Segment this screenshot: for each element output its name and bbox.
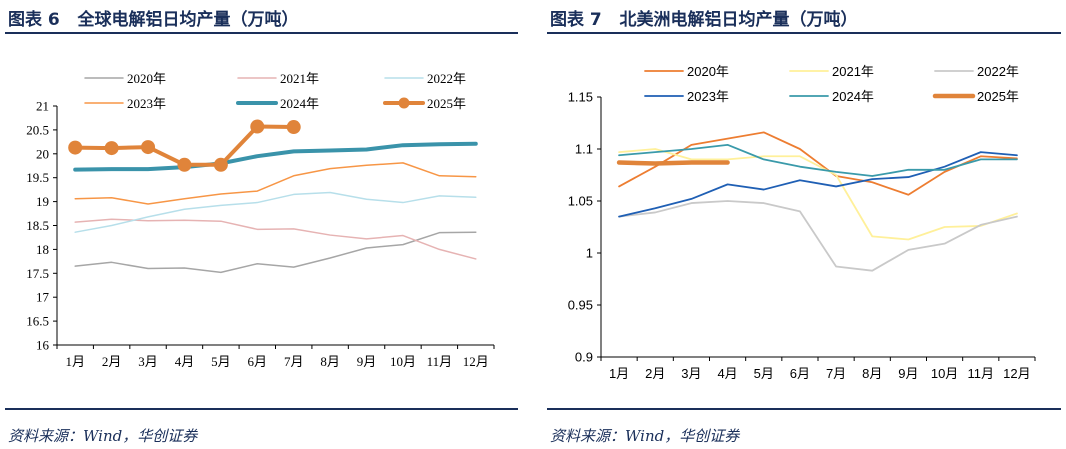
y-tick-label: 18.5: [26, 218, 49, 233]
series-line-2020: [618, 131, 1018, 196]
legend-label: 2024年: [280, 96, 319, 111]
y-tick-label: 17: [36, 290, 50, 305]
source-rule-left: [5, 408, 518, 410]
x-tick-label: 12月: [1003, 366, 1030, 381]
x-tick-label: 9月: [898, 366, 918, 381]
series-line-2021: [74, 218, 477, 260]
legend-label: 2023年: [127, 96, 166, 111]
figure-7-title: 图表 7 北美洲电解铝日均产量（万吨）: [550, 10, 858, 30]
y-tick-label: 20.5: [26, 122, 49, 137]
x-tick-label: 6月: [790, 366, 810, 381]
series-line-2022: [74, 191, 477, 233]
series-line-2023: [618, 151, 1018, 218]
series-line-2025: [616, 160, 730, 166]
legend-label: 2021年: [832, 64, 874, 79]
x-tick-label: 1月: [609, 366, 629, 381]
source-rule-right: [547, 408, 1061, 410]
legend-label: 2025年: [977, 89, 1019, 104]
series-line-2024: [618, 143, 1018, 177]
y-tick-label: 17.5: [26, 266, 49, 281]
figure-6-title: 图表 6 全球电解铝日均产量（万吨）: [8, 10, 299, 30]
data-point: [68, 140, 83, 155]
x-tick-label: 8月: [320, 354, 340, 369]
legend-label: 2025年: [427, 96, 466, 111]
legend-label: 2022年: [977, 64, 1019, 79]
x-tick-label: 8月: [862, 366, 882, 381]
x-tick-label: 5月: [211, 354, 231, 369]
source-left: 资料来源：Wind，华创证券: [8, 427, 198, 445]
y-tick-label: 19.5: [26, 170, 49, 185]
legend-marker: [398, 97, 410, 109]
data-point: [250, 119, 265, 134]
legend-label: 2023年: [687, 89, 729, 104]
x-tick-label: 2月: [645, 366, 665, 381]
data-point: [177, 157, 192, 172]
legend-label: 2024年: [832, 89, 874, 104]
y-tick-label: 21: [36, 99, 49, 114]
chart-2: 0.9 0.95 1 1.05 1.1 1.15 1月 2月 3月 4月 5月 6月 7月 8月 9月 10月…: [568, 64, 1036, 381]
y-tick-label: 16: [36, 338, 50, 353]
x-tick-label: 11月: [968, 366, 995, 381]
x-tick-label: 3月: [681, 366, 701, 381]
y-tick-label: 1.05: [568, 194, 593, 209]
legend-label: 2022年: [427, 71, 466, 86]
x-tick-label: 11月: [427, 354, 453, 369]
y-tick-label: 20: [36, 146, 49, 161]
title-rule-right: [547, 32, 1061, 34]
legend-label: 2021年: [280, 71, 319, 86]
y-tick-label: 19: [36, 194, 49, 209]
x-tick-label: 6月: [248, 354, 268, 369]
y-tick-label: 1.15: [568, 90, 593, 105]
title-rule-left: [5, 32, 518, 34]
x-tick-label: 10月: [931, 366, 958, 381]
y-tick-label: 0.95: [568, 298, 593, 313]
y-tick-label: 1.1: [575, 142, 593, 157]
series-line-2023: [74, 162, 477, 205]
data-point: [213, 157, 228, 172]
x-tick-label: 9月: [357, 354, 377, 369]
data-point: [286, 120, 301, 135]
x-tick-label: 7月: [284, 354, 304, 369]
x-tick-label: 4月: [717, 366, 737, 381]
y-tick-label: 1: [586, 246, 593, 261]
data-point: [141, 140, 156, 155]
x-tick-label: 5月: [754, 366, 774, 381]
x-tick-label: 7月: [826, 366, 846, 381]
x-tick-label: 4月: [175, 354, 195, 369]
data-point: [104, 141, 119, 156]
x-tick-label: 3月: [138, 354, 158, 369]
series-line-2024: [73, 141, 478, 172]
series-line-2020: [74, 231, 477, 274]
x-tick-label: 12月: [463, 354, 489, 369]
y-tick-label: 18: [36, 242, 49, 257]
source-right: 资料来源：Wind，华创证券: [550, 427, 740, 445]
y-tick-label: 0.9: [575, 350, 593, 365]
x-tick-label: 10月: [390, 354, 416, 369]
x-tick-label: 2月: [102, 354, 122, 369]
legend-label: 2020年: [127, 71, 166, 86]
series-line-2022: [618, 200, 1018, 272]
chart-1: 16 16.5 17 17.5 18 18.5 19 19.5 20 20.5 21 1月 2月 3月 4月…: [26, 71, 495, 369]
legend-label: 2020年: [687, 64, 729, 79]
x-tick-label: 1月: [65, 354, 85, 369]
y-tick-label: 16.5: [26, 314, 49, 329]
series-line-2021: [618, 148, 1018, 241]
